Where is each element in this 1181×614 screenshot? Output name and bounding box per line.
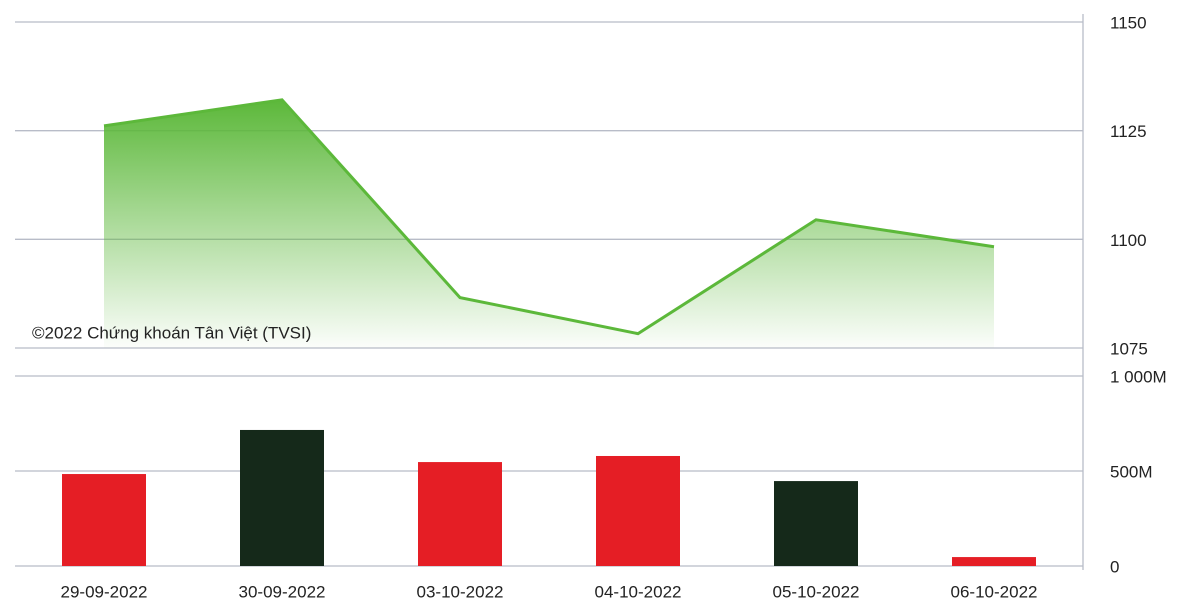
y-tick-label: 1150 [1110, 13, 1147, 32]
y-tick-label: 1125 [1110, 122, 1147, 141]
x-tick-label: 30-09-2022 [239, 582, 326, 601]
annotation: ©2022 Chứng khoán Tân Việt (TVSI) [32, 323, 311, 342]
y-tick-label: 500M [1110, 462, 1153, 481]
bar [952, 557, 1036, 566]
x-tick-label: 03-10-2022 [417, 582, 504, 601]
x-tick-label: 06-10-2022 [951, 582, 1038, 601]
bar [418, 462, 502, 566]
line [103, 98, 995, 336]
area [104, 99, 994, 349]
bar [240, 429, 324, 566]
y-tick-label: 1 000M [1110, 367, 1167, 386]
y-tick-label: 1100 [1110, 231, 1147, 250]
x-tick-label: 05-10-2022 [773, 582, 860, 601]
x-tick-label: 29-09-2022 [61, 582, 148, 601]
bar [596, 455, 680, 566]
bar [62, 474, 146, 566]
y-tick-label: 0 [1110, 557, 1119, 576]
bar [774, 481, 858, 566]
x-tick-label: 04-10-2022 [595, 582, 682, 601]
y-tick-label: 1075 [1110, 339, 1148, 358]
